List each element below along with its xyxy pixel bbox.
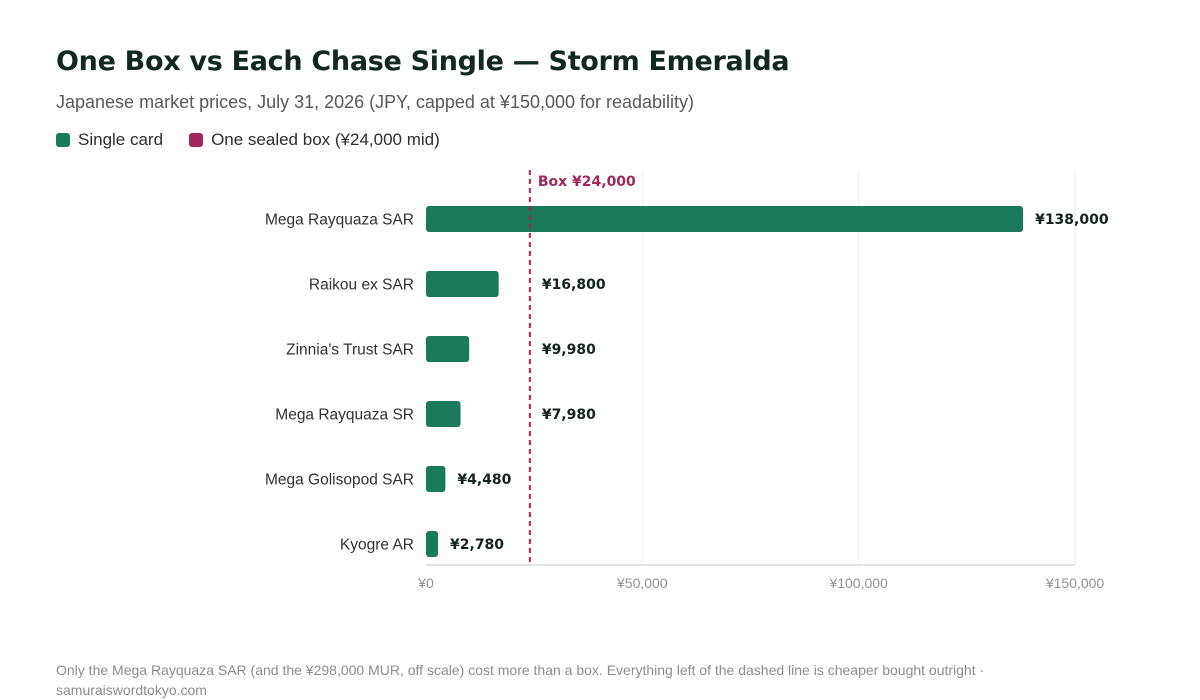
bar [426, 206, 1024, 232]
category-label: Raikou ex SAR [309, 277, 414, 294]
chart-title: One Box vs Each Chase Single — Storm Eme… [56, 46, 790, 77]
legend-item-single-card: Single card [56, 130, 163, 150]
x-tick-label: ¥0 [417, 575, 434, 591]
legend-swatch-sealed-box [189, 133, 204, 147]
bar-chart: ¥0 ¥50,000 ¥100,000 ¥150,000 Mega Rayquaza S… [265, 170, 1109, 591]
value-label: ¥7,980 [542, 407, 596, 423]
bar [426, 401, 461, 427]
chart-subtitle: Japanese market prices, July 31, 2026 (J… [56, 92, 695, 112]
legend-swatch-single-card [56, 133, 70, 147]
bar [426, 336, 470, 362]
x-tick-label: ¥150,000 [1045, 575, 1105, 591]
value-label: ¥16,800 [542, 277, 606, 293]
bar [426, 466, 446, 492]
legend-label-single-card: Single card [78, 130, 164, 149]
legend-item-sealed-box: One sealed box (¥24,000 mid) [189, 130, 440, 150]
category-label: Kyogre AR [340, 537, 414, 554]
x-tick-label: ¥50,000 [616, 575, 668, 591]
category-label: Mega Rayquaza SAR [265, 212, 414, 229]
value-label: ¥2,780 [450, 537, 504, 553]
box-price-reference-label: Box ¥24,000 [538, 174, 636, 190]
footnote: Only the Mega Rayquaza SAR (and the ¥298… [56, 662, 985, 698]
bar [426, 271, 499, 297]
bar [426, 531, 439, 557]
legend-label-sealed-box: One sealed box (¥24,000 mid) [211, 130, 440, 149]
value-label: ¥4,480 [457, 472, 511, 488]
value-label: ¥138,000 [1035, 212, 1109, 228]
category-label: Mega Rayquaza SR [275, 407, 414, 424]
x-tick-label: ¥100,000 [828, 575, 888, 591]
category-label: Mega Golisopod SAR [265, 472, 414, 489]
legend: Single card One sealed box (¥24,000 mid) [56, 130, 440, 150]
value-label: ¥9,980 [542, 342, 596, 358]
category-label: Zinnia's Trust SAR [286, 342, 414, 359]
